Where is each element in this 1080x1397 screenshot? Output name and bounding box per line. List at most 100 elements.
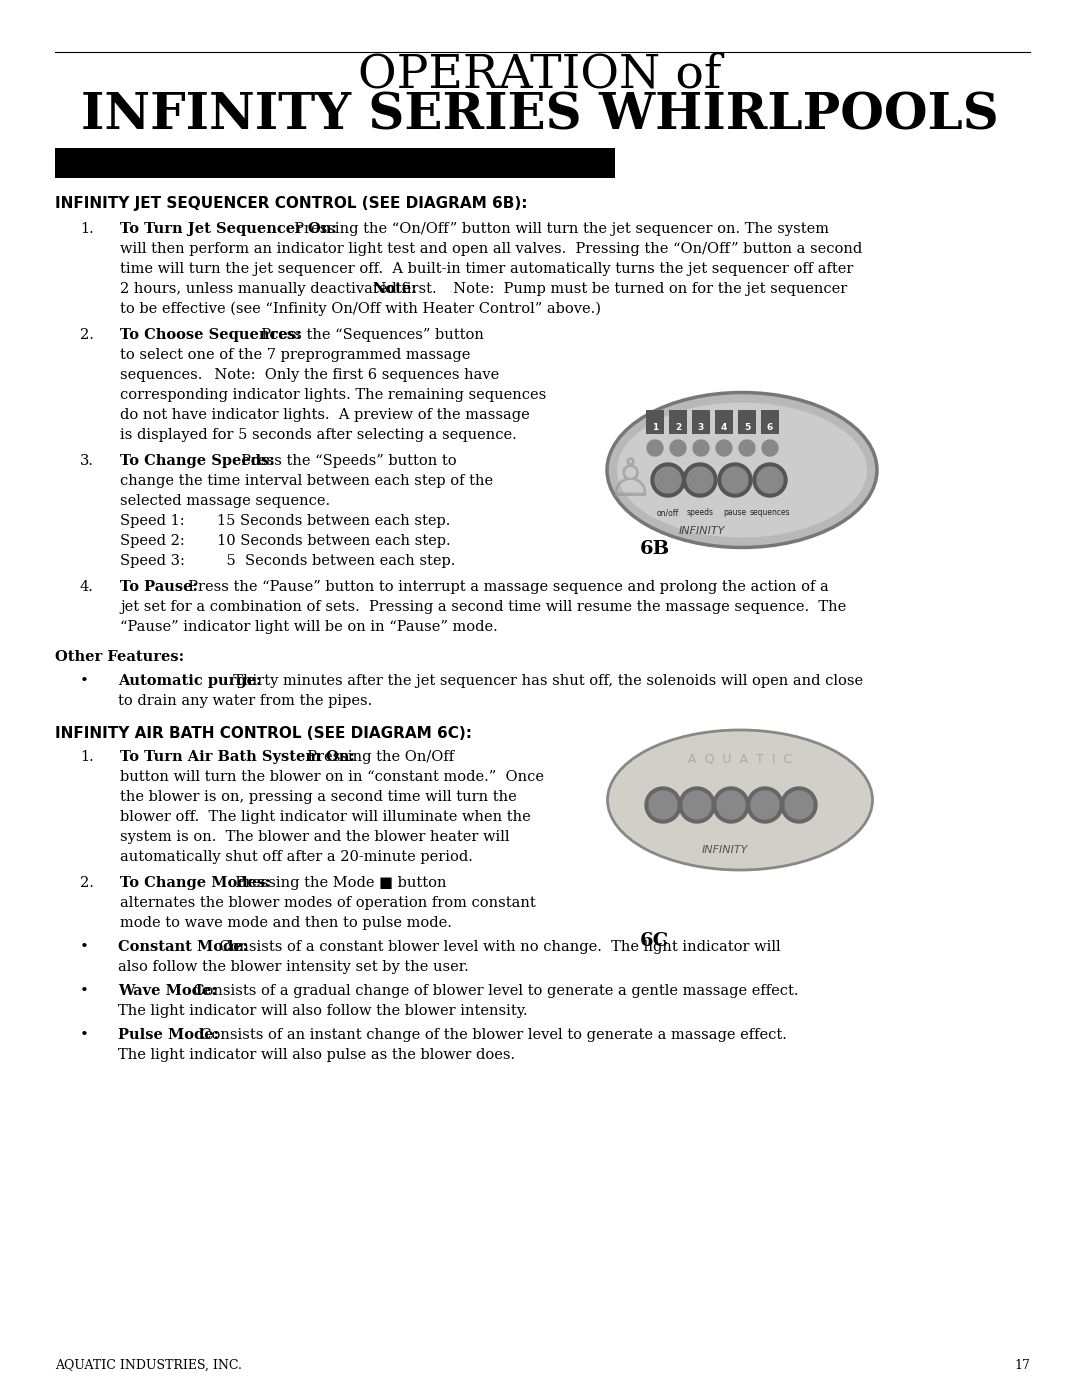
Text: Speed 3:         5  Seconds between each step.: Speed 3: 5 Seconds between each step.	[120, 555, 456, 569]
Text: change the time interval between each step of the: change the time interval between each st…	[120, 474, 494, 488]
Bar	[646, 409, 664, 434]
Bar	[761, 409, 779, 434]
Text: Press the “Sequences” button: Press the “Sequences” button	[252, 328, 484, 342]
Text: 1: 1	[652, 423, 658, 432]
Text: the blower is on, pressing a second time will turn the: the blower is on, pressing a second time…	[120, 789, 516, 805]
Text: time will turn the jet sequencer off.  A built-in timer automatically turns the : time will turn the jet sequencer off. A …	[120, 263, 853, 277]
Text: on/off: on/off	[657, 509, 679, 517]
Text: Automatic purge:: Automatic purge:	[118, 673, 261, 687]
Ellipse shape	[617, 402, 867, 538]
Text: •: •	[80, 673, 89, 687]
Text: 2 hours, unless manually deactivated first.   Note:  Pump must be turned on for : 2 hours, unless manually deactivated fir…	[120, 282, 847, 296]
Circle shape	[647, 440, 663, 455]
Text: Other Features:: Other Features:	[55, 650, 184, 664]
Circle shape	[683, 462, 717, 497]
Circle shape	[651, 462, 685, 497]
Text: INFINITY AIR BATH CONTROL (SEE DIAGRAM 6C):: INFINITY AIR BATH CONTROL (SEE DIAGRAM 6…	[55, 726, 472, 740]
Circle shape	[693, 440, 708, 455]
Text: will then perform an indicator light test and open all valves.  Pressing the “On: will then perform an indicator light tes…	[120, 242, 862, 256]
Text: Pressing the “On/Off” button will turn the jet sequencer on. The system: Pressing the “On/Off” button will turn t…	[285, 222, 829, 236]
Text: •: •	[80, 1028, 89, 1042]
Text: mode to wave mode and then to pulse mode.: mode to wave mode and then to pulse mode…	[120, 916, 451, 930]
Text: To Change Speeds:: To Change Speeds:	[120, 454, 274, 468]
Text: INFINITY: INFINITY	[679, 527, 725, 536]
Bar	[738, 409, 756, 434]
Circle shape	[747, 787, 783, 823]
Text: to select one of the 7 preprogrammed massage: to select one of the 7 preprogrammed mas…	[120, 348, 471, 362]
Text: to be effective (see “Infinity On/Off with Heater Control” above.): to be effective (see “Infinity On/Off wi…	[120, 302, 600, 316]
Text: 1.: 1.	[80, 222, 94, 236]
Circle shape	[723, 467, 748, 493]
Text: Constant Mode:: Constant Mode:	[118, 940, 248, 954]
Circle shape	[687, 467, 713, 493]
Text: 2: 2	[675, 423, 681, 432]
Text: To Turn Jet Sequencer On:: To Turn Jet Sequencer On:	[120, 222, 337, 236]
Text: •: •	[80, 983, 89, 997]
Text: 3: 3	[698, 423, 704, 432]
Ellipse shape	[607, 731, 873, 870]
Text: Pulse Mode:: Pulse Mode:	[118, 1028, 219, 1042]
Bar	[715, 409, 733, 434]
Text: A  Q  U  A  T  I  C: A Q U A T I C	[688, 752, 792, 766]
Text: To Pause:: To Pause:	[120, 580, 198, 594]
Text: To Change Modes:: To Change Modes:	[120, 876, 271, 890]
Text: do not have indicator lights.  A preview of the massage: do not have indicator lights. A preview …	[120, 408, 530, 422]
Circle shape	[645, 787, 681, 823]
Circle shape	[716, 440, 732, 455]
Text: 2.: 2.	[80, 328, 94, 342]
Bar	[692, 409, 710, 434]
Text: Consists of an instant change of the blower level to generate a massage effect.: Consists of an instant change of the blo…	[190, 1028, 786, 1042]
Circle shape	[739, 440, 755, 455]
Circle shape	[757, 467, 783, 493]
Text: system is on.  The blower and the blower heater will: system is on. The blower and the blower …	[120, 830, 510, 844]
Circle shape	[654, 467, 681, 493]
Bar	[669, 409, 687, 434]
Circle shape	[718, 462, 752, 497]
Circle shape	[753, 462, 787, 497]
Text: 2.: 2.	[80, 876, 94, 890]
Circle shape	[717, 791, 745, 819]
Text: Consists of a gradual change of blower level to generate a gentle massage effect: Consists of a gradual change of blower l…	[184, 983, 798, 997]
Text: Consists of a constant blower level with no change.  The light indicator will: Consists of a constant blower level with…	[211, 940, 781, 954]
Text: sequences: sequences	[750, 509, 791, 517]
Circle shape	[670, 440, 686, 455]
Text: 17: 17	[1014, 1359, 1030, 1372]
Circle shape	[781, 787, 816, 823]
Text: Press the “Pause” button to interrupt a massage sequence and prolong the action : Press the “Pause” button to interrupt a …	[179, 580, 829, 594]
Text: “Pause” indicator light will be on in “Pause” mode.: “Pause” indicator light will be on in “P…	[120, 620, 498, 634]
Text: OPERATION of: OPERATION of	[359, 52, 721, 98]
Text: corresponding indicator lights. The remaining sequences: corresponding indicator lights. The rema…	[120, 388, 546, 402]
Text: 6: 6	[767, 423, 773, 432]
Text: jet set for a combination of sets.  Pressing a second time will resume the massa: jet set for a combination of sets. Press…	[120, 599, 847, 615]
Text: BATHSIDE CONTROL SYSTEMS (continued):: BATHSIDE CONTROL SYSTEMS (continued):	[65, 155, 467, 173]
Text: button will turn the blower on in “constant mode.”  Once: button will turn the blower on in “const…	[120, 770, 544, 784]
Circle shape	[751, 791, 779, 819]
Text: Speed 1:       15 Seconds between each step.: Speed 1: 15 Seconds between each step.	[120, 514, 450, 528]
Text: 1.: 1.	[80, 750, 94, 764]
Text: Speed 2:       10 Seconds between each step.: Speed 2: 10 Seconds between each step.	[120, 534, 450, 548]
Text: 3.: 3.	[80, 454, 94, 468]
Text: To Turn Air Bath System On:: To Turn Air Bath System On:	[120, 750, 355, 764]
Text: Pressing the On/Off: Pressing the On/Off	[298, 750, 455, 764]
Text: •: •	[80, 940, 89, 954]
Text: pause: pause	[724, 509, 746, 517]
Text: To Choose Sequences:: To Choose Sequences:	[120, 328, 301, 342]
Text: speeds: speeds	[687, 509, 714, 517]
Circle shape	[683, 791, 711, 819]
Circle shape	[762, 440, 778, 455]
Circle shape	[713, 787, 750, 823]
Text: The light indicator will also pulse as the blower does.: The light indicator will also pulse as t…	[118, 1048, 515, 1062]
Text: 6B: 6B	[640, 541, 671, 557]
Text: Pressing the Mode ■ button: Pressing the Mode ■ button	[226, 876, 446, 890]
Text: automatically shut off after a 20-minute period.: automatically shut off after a 20-minute…	[120, 849, 473, 863]
Text: Press the “Speeds” button to: Press the “Speeds” button to	[232, 454, 457, 468]
Text: selected massage sequence.: selected massage sequence.	[120, 495, 330, 509]
Text: blower off.  The light indicator will illuminate when the: blower off. The light indicator will ill…	[120, 810, 530, 824]
Text: Note:: Note:	[372, 282, 417, 296]
Circle shape	[785, 791, 813, 819]
Text: is displayed for 5 seconds after selecting a sequence.: is displayed for 5 seconds after selecti…	[120, 427, 516, 441]
Text: 4.: 4.	[80, 580, 94, 594]
Text: alternates the blower modes of operation from constant: alternates the blower modes of operation…	[120, 895, 536, 909]
Circle shape	[679, 787, 715, 823]
Text: INFINITY JET SEQUENCER CONTROL (SEE DIAGRAM 6B):: INFINITY JET SEQUENCER CONTROL (SEE DIAG…	[55, 196, 527, 211]
